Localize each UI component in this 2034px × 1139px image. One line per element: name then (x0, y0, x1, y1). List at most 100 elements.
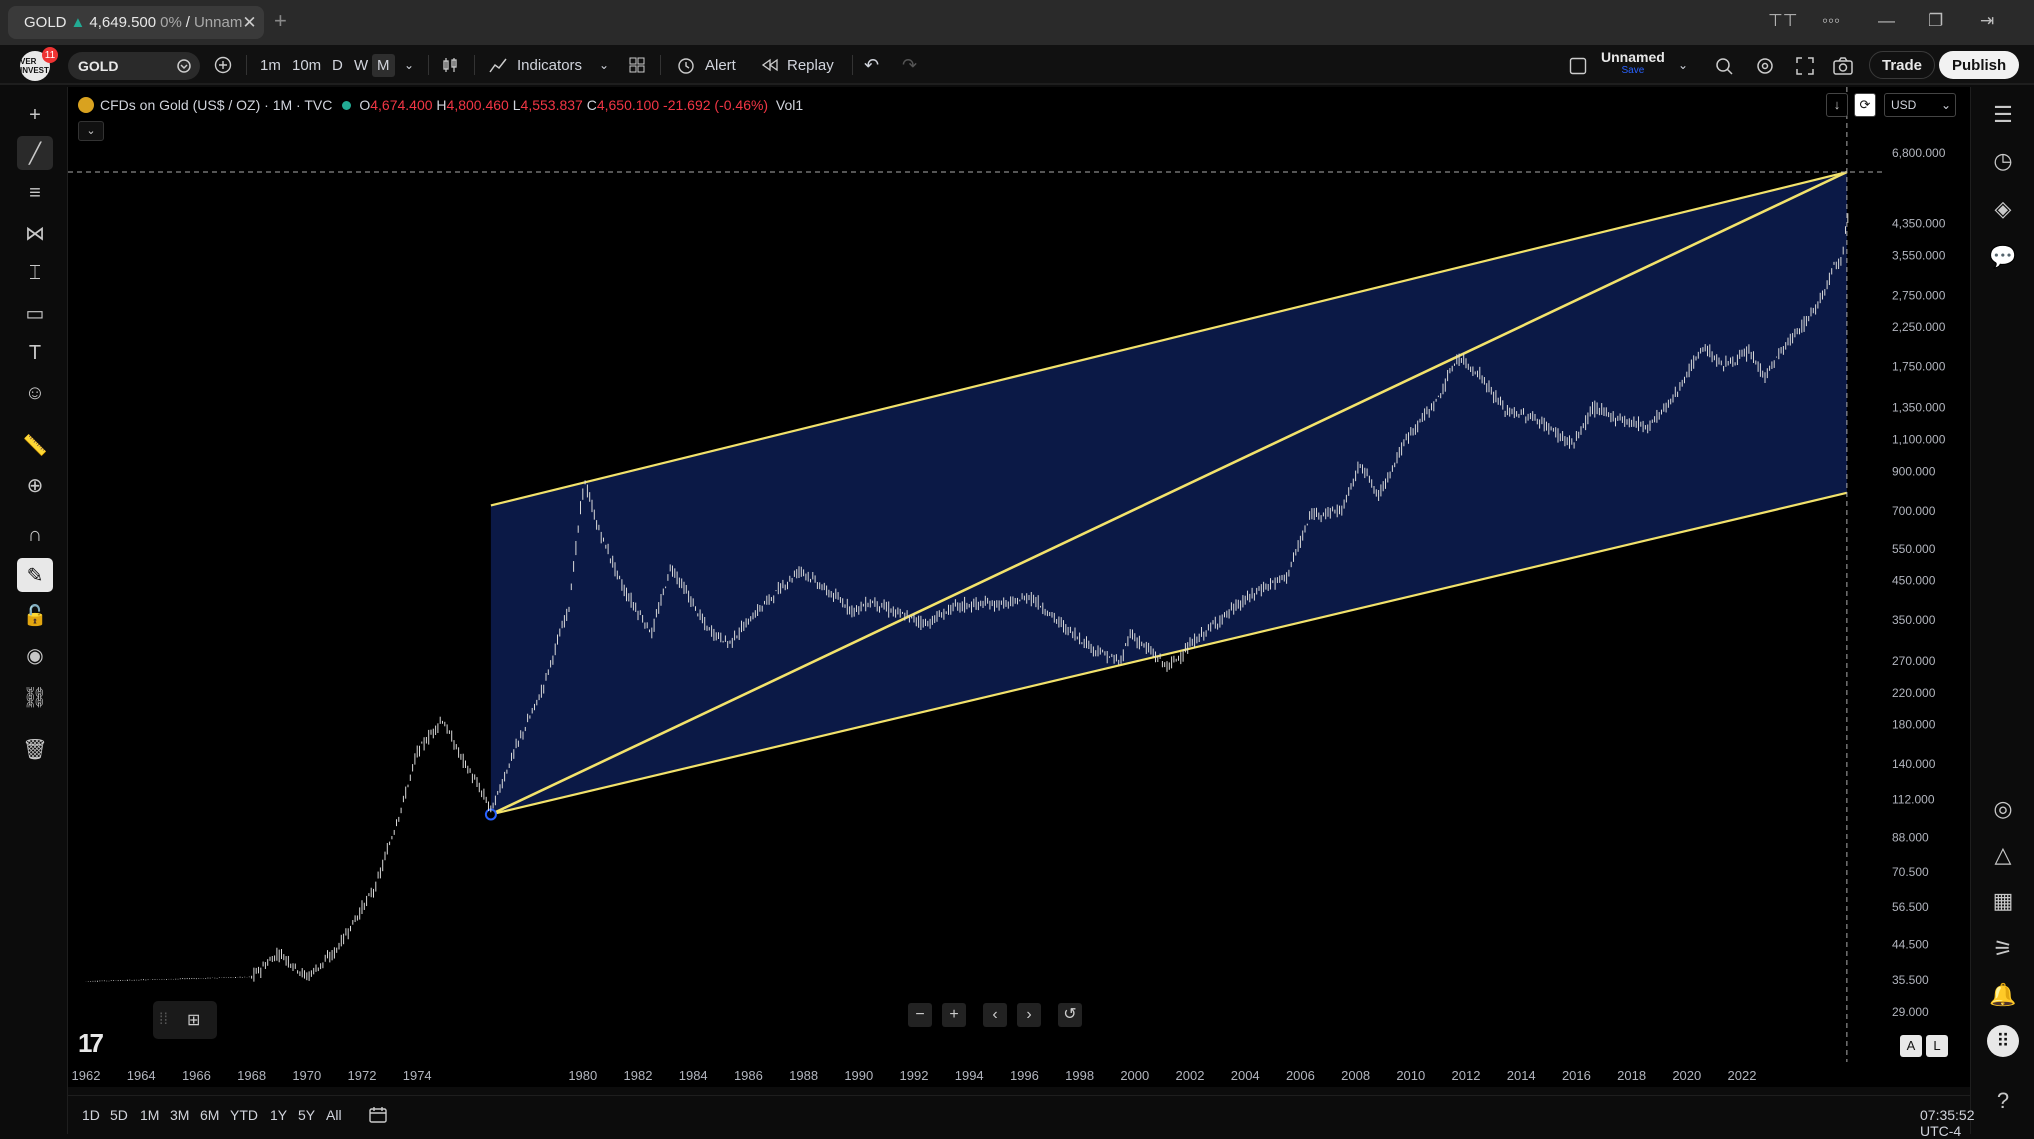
layout-save-label: Save (1621, 65, 1645, 76)
timeframe-10m[interactable]: 10m (292, 56, 322, 74)
alerts-clock-icon[interactable]: ◷ (1993, 148, 2013, 173)
timeframe-dropdown-icon[interactable]: ⌄ (404, 58, 415, 72)
time-tick-label: 1982 (624, 1068, 653, 1083)
target-icon[interactable]: ◎ (1993, 796, 2013, 821)
calendar-icon[interactable]: ▦ (1992, 888, 2014, 913)
layout-dropdown-icon[interactable]: ⌄ (1678, 58, 1689, 72)
chart-pane[interactable]: 5,988.204101.093Wed 01 Sep '76Mon 02 Nov… (68, 87, 1970, 1087)
undo-icon[interactable]: ↶ (864, 54, 880, 75)
scroll-right-icon[interactable]: › (1017, 1003, 1041, 1027)
exit-icon[interactable]: ⇥ (1980, 11, 1995, 30)
browser-tab-strip: GOLD ▲ 4,649.500 0% / Unnam ✕ + ⊤⊤ ◦◦◦ —… (0, 0, 2034, 45)
timeframe-d[interactable]: D (332, 56, 343, 74)
range-ytd[interactable]: YTD (230, 1107, 258, 1123)
range-5d[interactable]: 5D (110, 1107, 128, 1123)
notifications-bell-icon[interactable]: 🔔 (1989, 982, 2017, 1007)
range-3m[interactable]: 3M (170, 1107, 190, 1123)
utc-clock[interactable]: 07:35:52 UTC-4 (1920, 1107, 1975, 1139)
lock-icon[interactable]: 🔓 (22, 604, 48, 627)
eye-visibility-icon[interactable]: ◉ (26, 644, 44, 667)
tradingview-logo: 17 (78, 1028, 104, 1058)
watchlist-icon[interactable]: ☰ (1993, 102, 2013, 127)
help-icon[interactable]: ? (1996, 1088, 2010, 1113)
symbol-search[interactable]: GOLD (68, 52, 200, 80)
browser-tab[interactable]: GOLD ▲ 4,649.500 0% / Unnam ✕ (8, 6, 264, 39)
alert-button[interactable]: Alert (705, 56, 736, 74)
redo-icon[interactable]: ↷ (902, 54, 918, 75)
range-5y[interactable]: 5Y (298, 1107, 316, 1123)
range-1y[interactable]: 1Y (270, 1107, 288, 1123)
stay-in-drawing-mode-icon[interactable]: ✎ (17, 558, 53, 592)
market-status-icon (342, 100, 352, 110)
gold-symbol-icon (78, 97, 94, 113)
settings-gear-icon[interactable] (1755, 56, 1775, 76)
chat-icon[interactable]: 💬 (1989, 244, 2017, 269)
symbol-label: GOLD (78, 58, 119, 74)
ruler-icon[interactable]: 📏 (22, 434, 48, 457)
goto-date-icon[interactable] (368, 1106, 388, 1124)
fullscreen-icon[interactable] (1795, 56, 1815, 76)
forecast-icon[interactable]: ⌶ (29, 261, 41, 284)
price-chart-svg[interactable]: 5,988.204101.093Wed 01 Sep '76Mon 02 Nov… (68, 87, 1970, 1087)
indicators-button[interactable]: Indicators (517, 56, 583, 74)
range-1m[interactable]: 1M (140, 1107, 160, 1123)
crosshair-icon[interactable]: + (29, 103, 41, 126)
emoji-icon[interactable]: ☺ (24, 381, 46, 404)
timeframe-w[interactable]: W (354, 56, 369, 74)
layers-icon[interactable]: ◈ (1994, 196, 2012, 221)
zoom-in-button-icon[interactable]: + (942, 1003, 966, 1027)
layout-menu[interactable]: Unnamed Save (1601, 49, 1665, 76)
rectangle-shape-icon[interactable]: ▭ (25, 302, 45, 325)
auto-scale-icon[interactable]: ⟳ (1854, 93, 1876, 117)
parallel-channel-drawing[interactable] (484, 170, 1848, 821)
zoom-in-icon[interactable]: ⊕ (26, 474, 44, 497)
ideas-icon[interactable]: △ (1994, 842, 2012, 867)
news-feed-icon[interactable]: ⚞ (1993, 936, 2013, 961)
link-icon[interactable]: ⛓ (22, 686, 48, 709)
scroll-left-icon[interactable]: ‹ (983, 1003, 1007, 1027)
object-tree-icon[interactable]: ⊞ (187, 1012, 201, 1029)
indicators-icon (489, 58, 507, 73)
apps-grid-icon[interactable]: ⠿ (1987, 1025, 2019, 1057)
range-1d[interactable]: 1D (82, 1107, 100, 1123)
legend-low: 4,553.837 (520, 97, 583, 113)
time-tick-label: 2014 (1507, 1068, 1536, 1083)
indicators-dropdown-icon[interactable]: ⌄ (599, 58, 610, 72)
quick-search-icon[interactable] (1714, 56, 1734, 76)
trendline-icon[interactable]: ╱ (17, 136, 53, 170)
price-tick-label: 4,350.000 (1892, 216, 1946, 230)
candles-icon[interactable] (441, 56, 459, 74)
more-window-icon[interactable]: ◦◦◦ (1822, 11, 1841, 30)
minimize-icon[interactable]: — (1878, 11, 1895, 30)
drag-handle-icon[interactable]: ⁞⁞ (159, 1011, 168, 1028)
magnet-icon[interactable]: ∩ (27, 523, 43, 546)
quick-tools-widget[interactable]: ⁞⁞ ⊞ (153, 1001, 217, 1039)
restore-icon[interactable]: ❐ (1928, 11, 1944, 30)
pattern-icon[interactable]: ⋈ (25, 222, 45, 245)
range-all[interactable]: All (326, 1107, 342, 1123)
tab-separator: / (185, 14, 190, 31)
download-icon[interactable]: ↓ (1826, 93, 1848, 117)
compare-add-icon[interactable] (214, 56, 232, 74)
publish-button[interactable]: Publish (1939, 51, 2020, 79)
auto-scale-a-button[interactable]: A (1900, 1035, 1922, 1057)
legend-collapse-icon[interactable]: ⌄ (78, 121, 104, 141)
camera-snapshot-icon[interactable] (1832, 56, 1854, 76)
currency-select[interactable]: USD ⌄ (1884, 93, 1956, 117)
reset-chart-icon[interactable]: ↺ (1058, 1003, 1082, 1027)
range-6m[interactable]: 6M (200, 1107, 220, 1123)
timeframe-m[interactable]: M (372, 53, 395, 77)
layout-square-icon[interactable] (1569, 57, 1587, 75)
text-tool-icon[interactable]: T (28, 341, 42, 364)
templates-icon[interactable] (629, 57, 645, 73)
trade-button[interactable]: Trade (1869, 51, 1936, 79)
replay-button[interactable]: Replay (787, 56, 834, 74)
timeframe-1m[interactable]: 1m (260, 56, 281, 74)
pin-window-icon[interactable]: ⊤⊤ (1768, 11, 1798, 30)
log-scale-l-button[interactable]: L (1926, 1035, 1948, 1057)
tab-close-icon[interactable]: ✕ (242, 12, 257, 32)
fib-retracement-icon[interactable]: ≡ (29, 181, 41, 204)
new-tab-icon[interactable]: + (274, 8, 287, 33)
zoom-out-icon[interactable]: − (908, 1003, 932, 1027)
trash-icon[interactable]: 🗑 (22, 738, 48, 761)
